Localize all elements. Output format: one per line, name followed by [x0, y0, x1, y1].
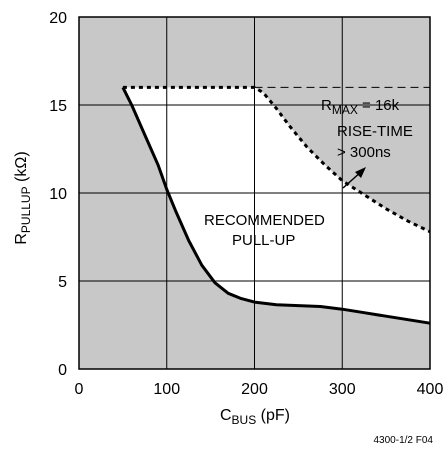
- x-tick-label: 200: [241, 381, 268, 398]
- recommended-region: [122, 87, 431, 324]
- y-tick-label: 20: [49, 10, 67, 27]
- series-layer: [121, 85, 431, 325]
- annotation-pull-up: PULL-UP: [232, 232, 295, 249]
- y-tick-label: 0: [58, 362, 67, 379]
- annotation-rise-time: RISE-TIME: [337, 123, 413, 140]
- annotation-arrowhead: [355, 167, 366, 178]
- plot-frame: [78, 16, 431, 370]
- annotation-recommended: RECOMMENDED: [204, 212, 325, 229]
- tick-labels: 0 100 200 300 400 0 5 10 15 20: [49, 10, 443, 398]
- series-line-solid: [121, 86, 431, 325]
- y-tick-label: 10: [49, 186, 67, 203]
- y-tick-label: 5: [58, 274, 67, 291]
- x-tick-label: 300: [329, 381, 356, 398]
- x-axis-label: CBUS (pF): [220, 407, 290, 427]
- x-tick-label: 100: [153, 381, 180, 398]
- figure-number: 4300-1/2 F04: [374, 435, 434, 446]
- x-tick-label: 400: [417, 381, 444, 398]
- y-tick-label: 15: [49, 98, 67, 115]
- x-tick-label: 0: [75, 381, 84, 398]
- annotation-rmax: RMAX = 16k: [321, 97, 400, 117]
- y-axis-label: RPULLUP (kΩ): [13, 151, 33, 244]
- annotation-rise-time-threshold: > 300ns: [337, 144, 391, 161]
